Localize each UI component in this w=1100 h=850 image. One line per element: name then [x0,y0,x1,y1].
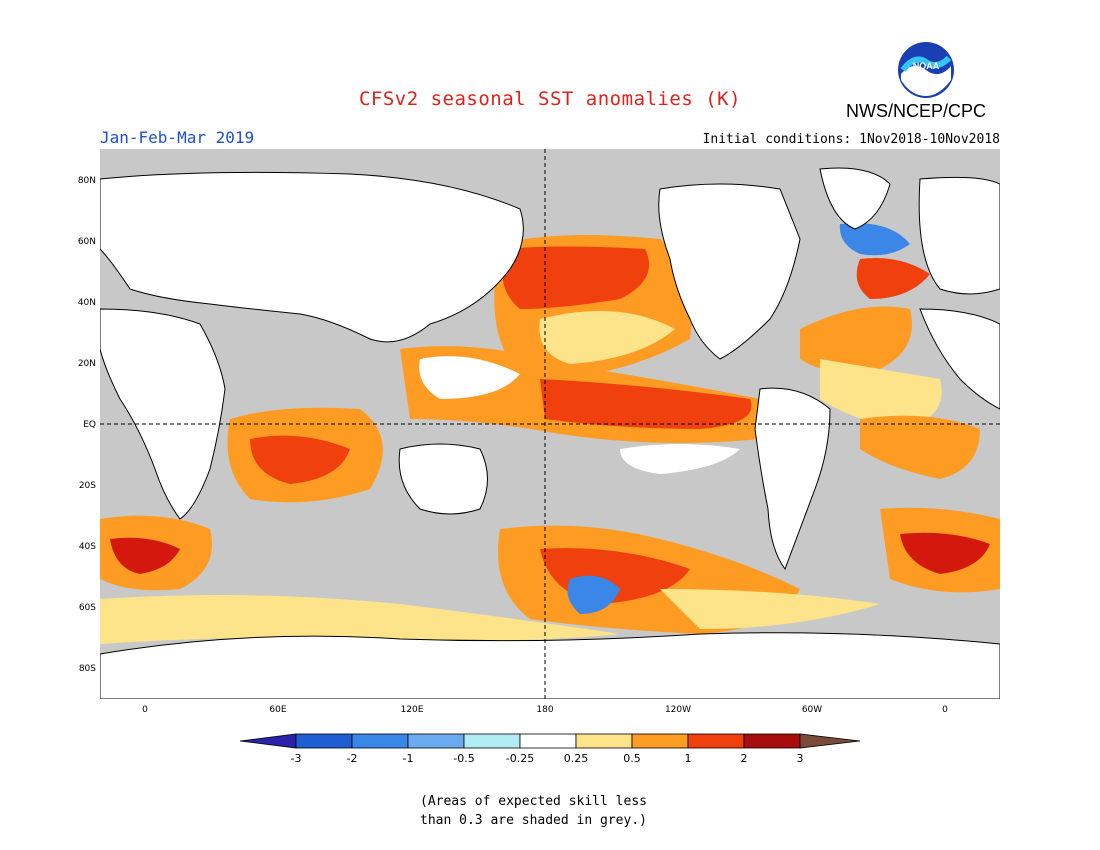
initial-conditions-label: Initial conditions: 1Nov2018-10Nov2018 [702,132,1000,147]
lat-label-20s: 20S [78,481,96,491]
colorbar-label: 2 [740,752,748,765]
footnote-line-2: than 0.3 are shaded in grey.) [420,813,647,828]
colorbar-seg [407,733,465,749]
colorbar-label: 1 [684,752,692,765]
colorbar-label: -1 [402,752,414,765]
lon-label-120e: 120E [400,705,424,715]
agency-label: NWS/NCEP/CPC [846,101,987,121]
lon-label-60e: 60E [269,705,287,715]
colorbar-seg [463,733,521,749]
colorbar-seg [631,733,689,749]
colorbar-seg-below-min [239,733,297,749]
lon-label-60w: 60W [801,705,823,715]
colorbar-label: 3 [796,752,804,765]
lat-label-eq: EQ [83,420,96,430]
anomaly-fields [100,223,1000,644]
colorbar-seg [351,733,409,749]
lat-label-20n: 20N [77,359,96,369]
colorbar-seg [295,733,353,749]
colorbar-label: -2 [346,752,358,765]
colorbar-seg [687,733,745,749]
colorbar-seg-above-max [799,733,861,749]
lon-label-120w: 120W [664,705,692,715]
land-masses [100,167,1000,699]
skill-footnote: (Areas of expected skill less than 0.3 a… [420,792,780,830]
lon-label-0: 0 [142,705,148,715]
colorbar-label: -3 [290,752,302,765]
sst-anomaly-map [100,149,1000,699]
map-title: CFSv2 seasonal SST anomalies (K) [358,88,742,110]
lat-label-40s: 40S [78,542,96,552]
colorbar-seg [743,733,801,749]
footnote-line-1: (Areas of expected skill less [420,794,647,809]
season-label: Jan-Feb-Mar 2019 [100,128,255,147]
lat-label-40n: 40N [77,298,96,308]
svg-text:NOAA: NOAA [913,61,940,71]
lat-label-60n: 60N [77,237,96,247]
lat-label-60s: 60S [78,603,96,613]
colorbar-seg [575,733,633,749]
noaa-logo: NOAA [898,42,954,98]
colorbar-seg [519,733,577,749]
colorbar-label: 0.5 [623,752,641,765]
colorbar-label: -0.25 [505,752,535,765]
colorbar-label: -0.5 [453,752,475,765]
colorbar [239,733,861,749]
lat-label-80n: 80N [77,176,96,186]
lat-label-80s: 80S [78,664,96,674]
colorbar-label: 0.25 [563,752,589,765]
lon-label-0-east: 0 [942,705,948,715]
lon-label-180: 180 [536,705,554,715]
